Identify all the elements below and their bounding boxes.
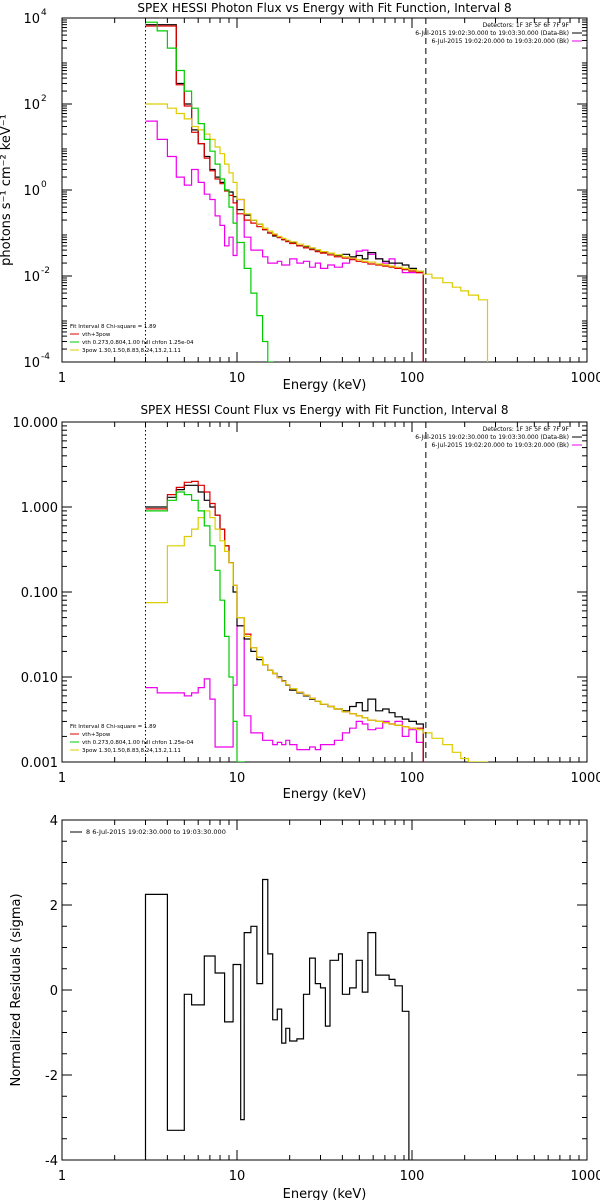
x-tick-label: 10 [229,1169,246,1184]
y-axis-label: photons s⁻¹ cm⁻² keV⁻¹ [0,114,14,266]
y-tick-label: 10.000 [13,416,59,431]
series-line [145,120,424,362]
x-tick-label: 1 [58,771,66,786]
legend-entry: vth+3pow [82,732,111,738]
series-line [144,878,410,1160]
x-tick-label: 1 [58,371,66,386]
y-tick-label: 10 [23,184,40,199]
y-tick-label: -2 [45,1069,58,1084]
series-line [145,103,489,362]
y-tick-exponent: 2 [41,94,47,104]
legend-entry: Detectors: 1F 3F 5F 6F 7F 9F [483,426,570,433]
x-tick-label: 10 [229,771,246,786]
series-group [145,480,489,762]
legend-entry: 6-Jul-2015 19:02:30.000 to 19:03:30.000 … [415,434,569,441]
y-tick-label: 1.000 [21,501,58,516]
y-tick-label: 0 [50,984,58,999]
y-axis-label: Normalized Residuals (sigma) [9,893,24,1086]
x-tick-label: 1000 [570,371,600,386]
series-group [145,21,489,362]
plot-frame [61,819,588,1161]
series-line [145,25,424,362]
legend-entry: 6-Jul-2015 19:02:20.000 to 19:03:20.000 … [431,442,569,449]
x-tick-label: 10 [229,371,246,386]
plot-frame [61,17,588,363]
y-tick-label: 10 [23,356,40,371]
legend-entry: 6-Jul-2015 19:02:20.000 to 19:03:20.000 … [431,38,569,45]
legend-entry: vth 0.273,0.804,1.00 full chfon 1.25e-04 [82,340,194,346]
y-tick-label: 0.010 [21,671,58,686]
y-tick-label: 10 [23,270,40,285]
legend-entry: Fit Interval 8 Chi-square = 1.89 [70,724,157,730]
series-line [145,21,274,362]
y-tick-label: 0.001 [21,756,58,771]
y-tick-exponent: -2 [41,266,50,276]
y-tick-exponent: 0 [41,180,47,190]
series-line [145,625,424,762]
legend-entry: vth 0.273,0.804,1.00 full chfon 1.25e-04 [82,740,194,746]
x-tick-label: 1 [58,1169,66,1184]
series-line [145,510,489,762]
legend-entry: 8 6-Jul-2015 19:02:30.000 to 19:03:30.00… [86,828,226,836]
y-tick-label: 4 [50,814,58,829]
y-tick-label: 2 [50,899,58,914]
y-tick-label: -4 [45,1154,58,1169]
y-tick-label: 10 [23,12,40,27]
y-tick-exponent: -4 [41,352,50,362]
legend-entry: Detectors: 1F 3F 5F 6F 7F 9F [483,22,570,29]
legend-entry: 3pow 1.30,1.50,8.83,8.24,13.2,1.11 [82,748,181,754]
y-tick-exponent: 4 [41,8,47,18]
x-axis-label: Energy (keV) [283,1187,367,1200]
x-axis-label: Energy (keV) [283,378,367,393]
chart-title: SPEX HESSI Photon Flux vs Energy with Fi… [137,1,511,15]
series-line [145,24,424,362]
series-line [145,491,245,762]
legend-entry: 3pow 1.30,1.50,8.83,8.24,13.2,1.11 [82,348,181,354]
series-group [144,878,410,1160]
plot-frame [61,421,588,763]
photon-flux-chart: SPEX HESSI Photon Flux vs Energy with Fi… [0,1,600,393]
residuals-chart: Energy (keV) Normalized Residuals (sigma)… [9,814,600,1200]
legend-entry: 6-Jul-2015 19:02:30.000 to 19:03:30.000 … [415,30,569,37]
x-axis-label: Energy (keV) [283,787,367,802]
x-tick-label: 1000 [570,771,600,786]
x-tick-label: 100 [400,771,425,786]
x-tick-label: 1000 [570,1169,600,1184]
x-tick-label: 100 [400,371,425,386]
count-flux-chart: SPEX HESSI Count Flux vs Energy with Fit… [13,403,600,802]
legend-entry: Fit Interval 8 Chi-square = 1.89 [70,324,157,330]
series-line [145,484,424,762]
y-tick-label: 10 [23,98,40,113]
y-tick-label: 0.100 [21,586,58,601]
chart-title: SPEX HESSI Count Flux vs Energy with Fit… [140,403,508,417]
x-tick-label: 100 [400,1169,425,1184]
legend-entry: vth+3pow [82,332,111,338]
